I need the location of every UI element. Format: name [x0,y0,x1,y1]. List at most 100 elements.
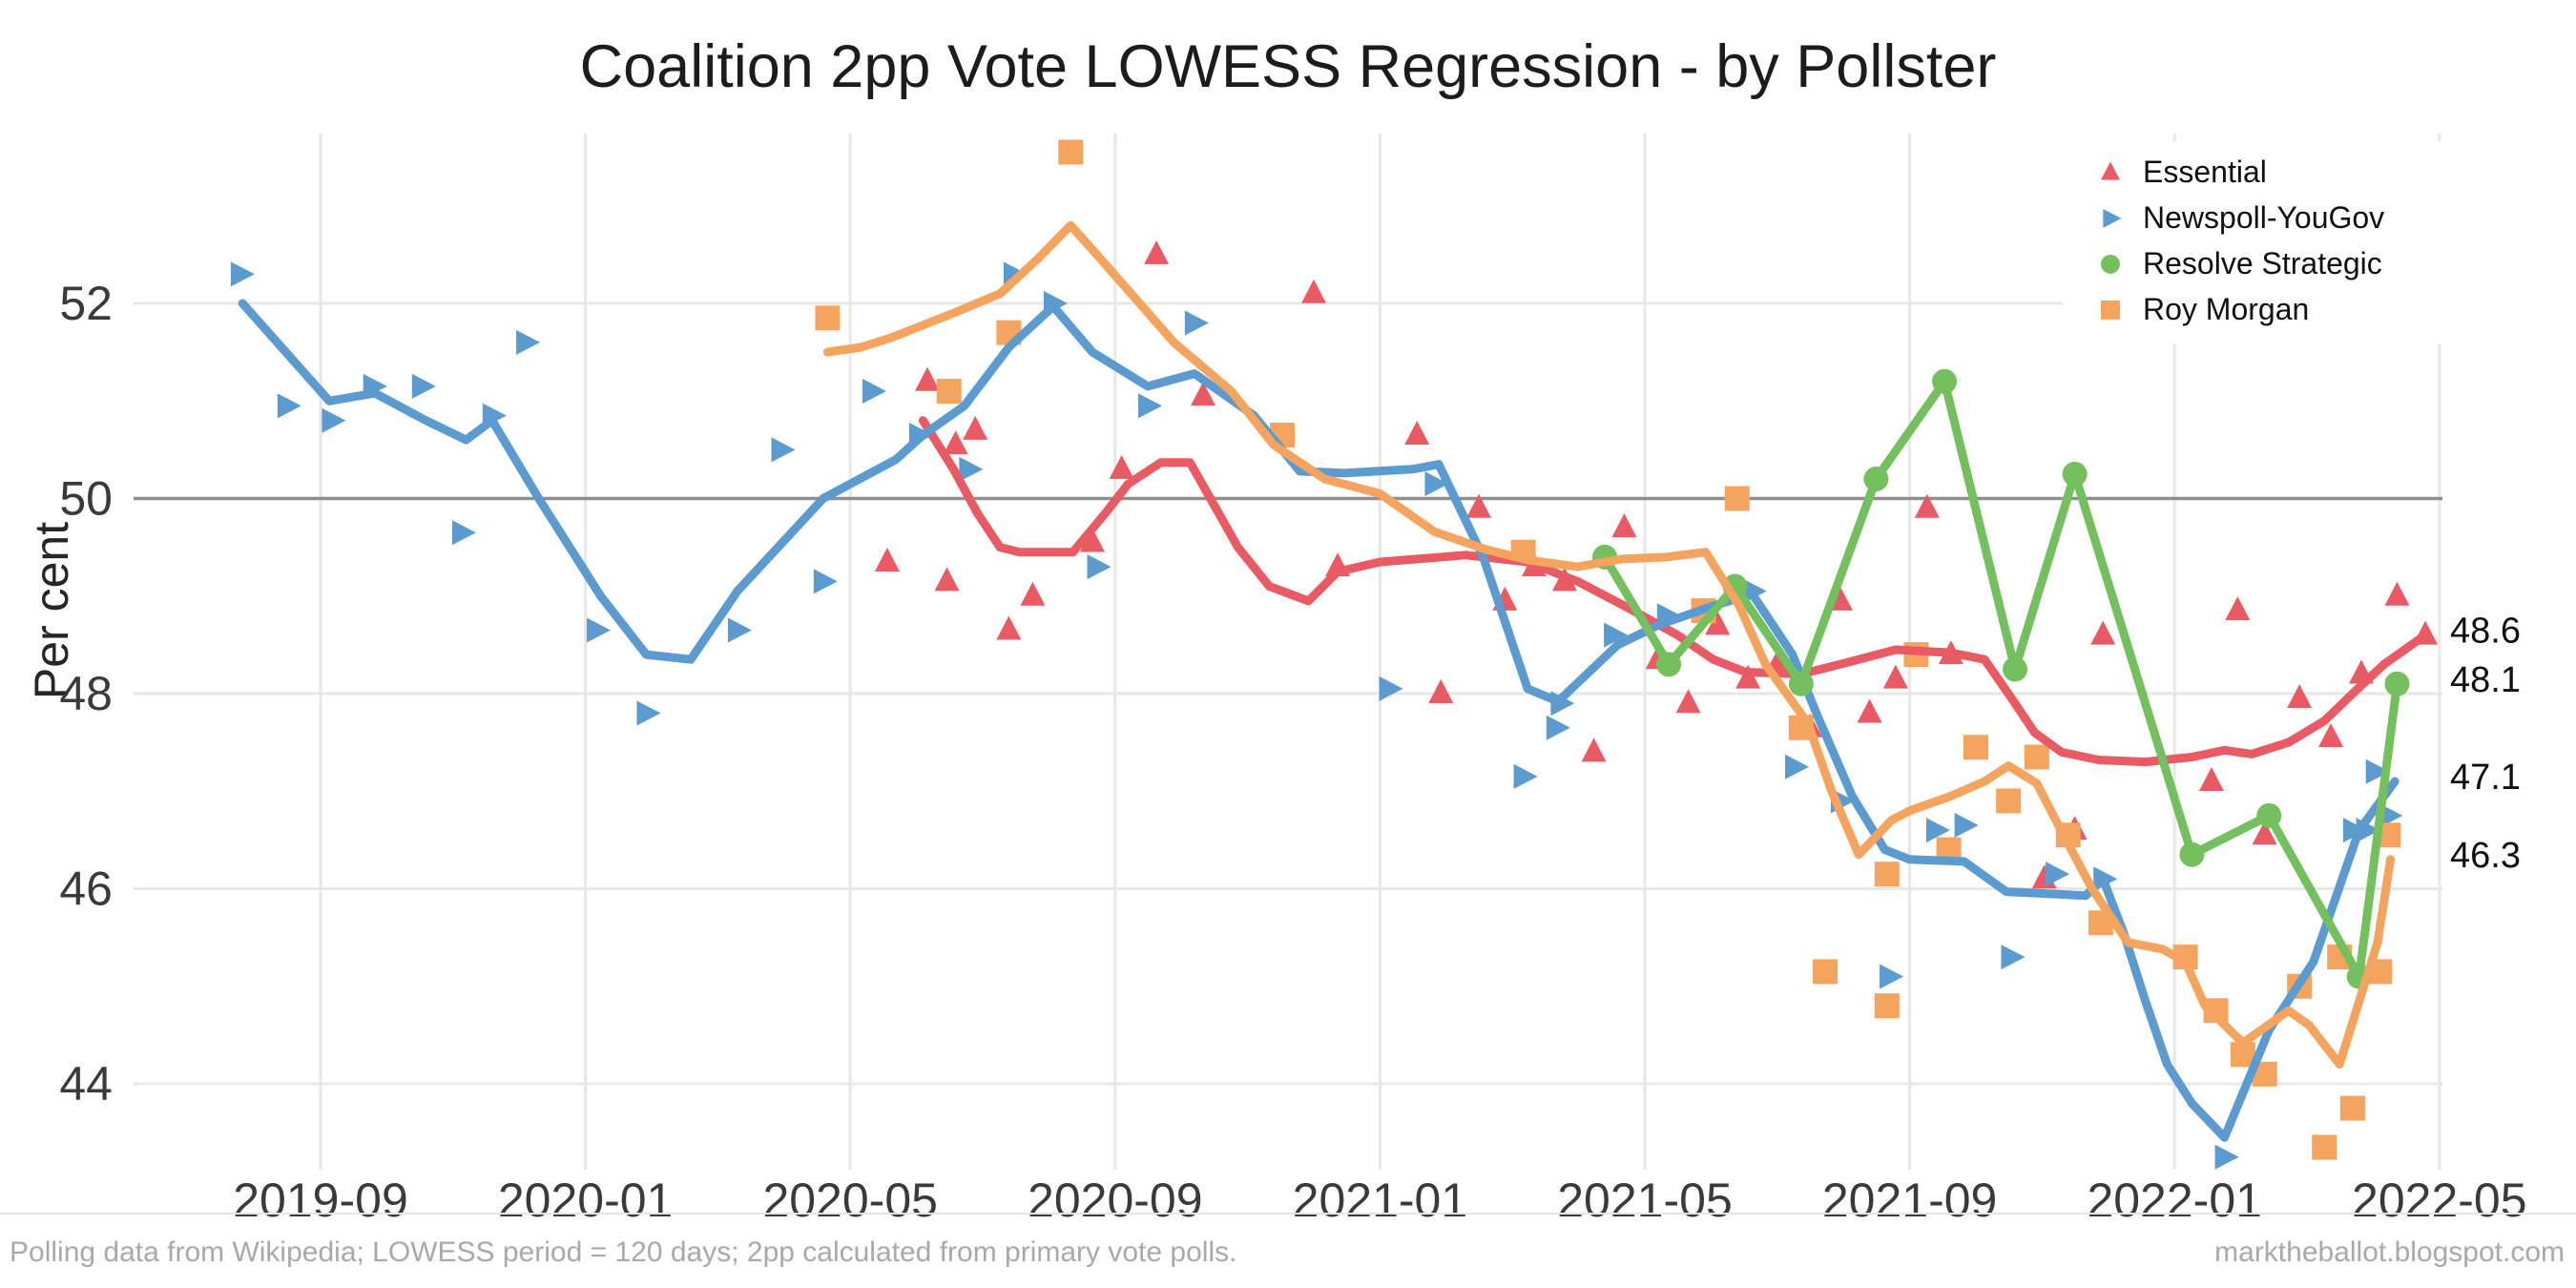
scatter-point [2256,802,2282,828]
scatter-point [914,366,940,391]
lowess-line-essential [918,416,2430,767]
legend-label: Roy Morgan [2143,291,2310,326]
scatter-point [1996,788,2022,814]
scatter-point [1724,486,1750,511]
end-label-roy-morgan: 46.3 [2450,836,2521,876]
scatter-point [1184,310,1209,336]
y-tick-label: 44 [59,1057,113,1111]
scatter-point [2103,208,2122,228]
scatter-point [2225,596,2251,621]
scatter-point [1465,493,1491,518]
scatter-point [996,615,1022,640]
scatter-point [2384,671,2410,696]
lowess-newspoll-yougov [238,299,2399,1142]
x-tick-labels: 2019-09 2020-01 2020-05 2020-09 2021-01 2021-… [233,1174,2526,1227]
scatter-point [862,379,886,405]
scatter-point [411,373,436,399]
scatter-point [1404,421,1430,446]
legend-label: Newspoll-YouGov [2143,199,2385,235]
scatter-point [959,456,984,482]
scatter-point [874,547,900,571]
scatter-point [277,393,301,419]
legend-item-resolve-strategic: Resolve Strategic [2091,240,2384,286]
legend-item-newspoll-yougov: Newspoll-YouGov [2091,195,2384,240]
scatter-point [727,617,752,643]
x-tick-label: 2021-05 [1557,1174,1733,1227]
scatter-point [1109,454,1134,479]
scatter-point [815,305,841,331]
scatter-point [1874,993,1900,1019]
legend-label: Essential [2143,154,2267,189]
scatter-point [1963,735,1988,760]
triangle-right-icon [2103,208,2122,228]
scatter-point [1428,679,1454,703]
scatter-point [1379,675,1403,701]
scatter-point [2179,841,2205,867]
scatter-newspoll-yougov [230,261,2403,1170]
scatter-point [2090,620,2116,645]
scatter-point [2339,1095,2365,1121]
scatter-point [1020,581,1046,606]
scatter-point [963,415,988,440]
scatter-point [2312,1134,2337,1160]
scatter-point [2003,656,2028,682]
scatter-point [1882,664,1908,689]
scatter-point [2001,945,2025,970]
scatter-point [1656,652,1682,677]
scatter-point [1079,528,1105,552]
scatter-point [1190,382,1215,406]
scatter-point [771,437,796,463]
scatter-point [636,700,661,726]
footer-source-note: Polling data from Wikipedia; LOWESS peri… [10,1236,1237,1268]
scatter-point [2046,862,2070,887]
scatter-point [451,520,476,546]
scatter-point [1144,239,1170,264]
legend-item-essential: Essential [2091,149,2384,195]
scatter-point [1424,471,1449,497]
x-tick-label: 2020-09 [1028,1174,1203,1227]
y-tick-label: 50 [59,472,113,526]
y-tick-label: 48 [59,667,113,720]
scatter-point [1925,818,1950,843]
scatter-point [2365,758,2390,784]
scatter-point [230,261,255,287]
scatter-point [1735,664,1761,689]
scatter-point [1954,813,1979,839]
scatter-point [1137,393,1162,419]
x-tick-label: 2022-01 [2087,1174,2262,1227]
scatter-point [2287,684,2313,709]
circle-icon [2101,254,2120,274]
y-tick-label: 46 [59,862,113,916]
scatter-point [1857,698,1882,723]
scatter-point [1880,964,1904,989]
scatter-point [322,407,346,433]
scatter-point [1932,368,1958,394]
scatter-point [1604,622,1629,648]
scatter-point [1611,513,1637,538]
end-label-resolve-strategic: 48.1 [2450,660,2521,700]
scatter-point [2024,744,2049,770]
scatter-point [1914,493,1940,518]
scatter-point [2101,300,2120,320]
x-tick-label: 2020-05 [762,1174,938,1227]
scatter-point [1301,279,1326,303]
scatter-point [1863,467,1889,492]
scatter-point [1675,689,1701,714]
end-label-essential: 48.6 [2450,612,2521,652]
x-tick-label: 2021-01 [1293,1174,1468,1227]
scatter-point [2252,821,2277,845]
scatter-point [1058,139,1084,165]
scatter-point [1513,763,1538,789]
x-tick-label: 2020-01 [498,1174,674,1227]
footer-site-url: marktheballot.blogspot.com [2214,1236,2565,1268]
scatter-point [936,379,962,405]
scatter-point [2214,1144,2239,1170]
legend-label: Resolve Strategic [2143,245,2382,280]
legend-item-roy-morgan: Roy Morgan [2091,286,2384,332]
end-label-newspoll-yougov: 47.1 [2450,758,2521,798]
scatter-point [1087,554,1111,580]
lowess-roy-morgan [822,220,2396,1069]
lowess-line-newspoll-yougov [238,299,2399,1142]
